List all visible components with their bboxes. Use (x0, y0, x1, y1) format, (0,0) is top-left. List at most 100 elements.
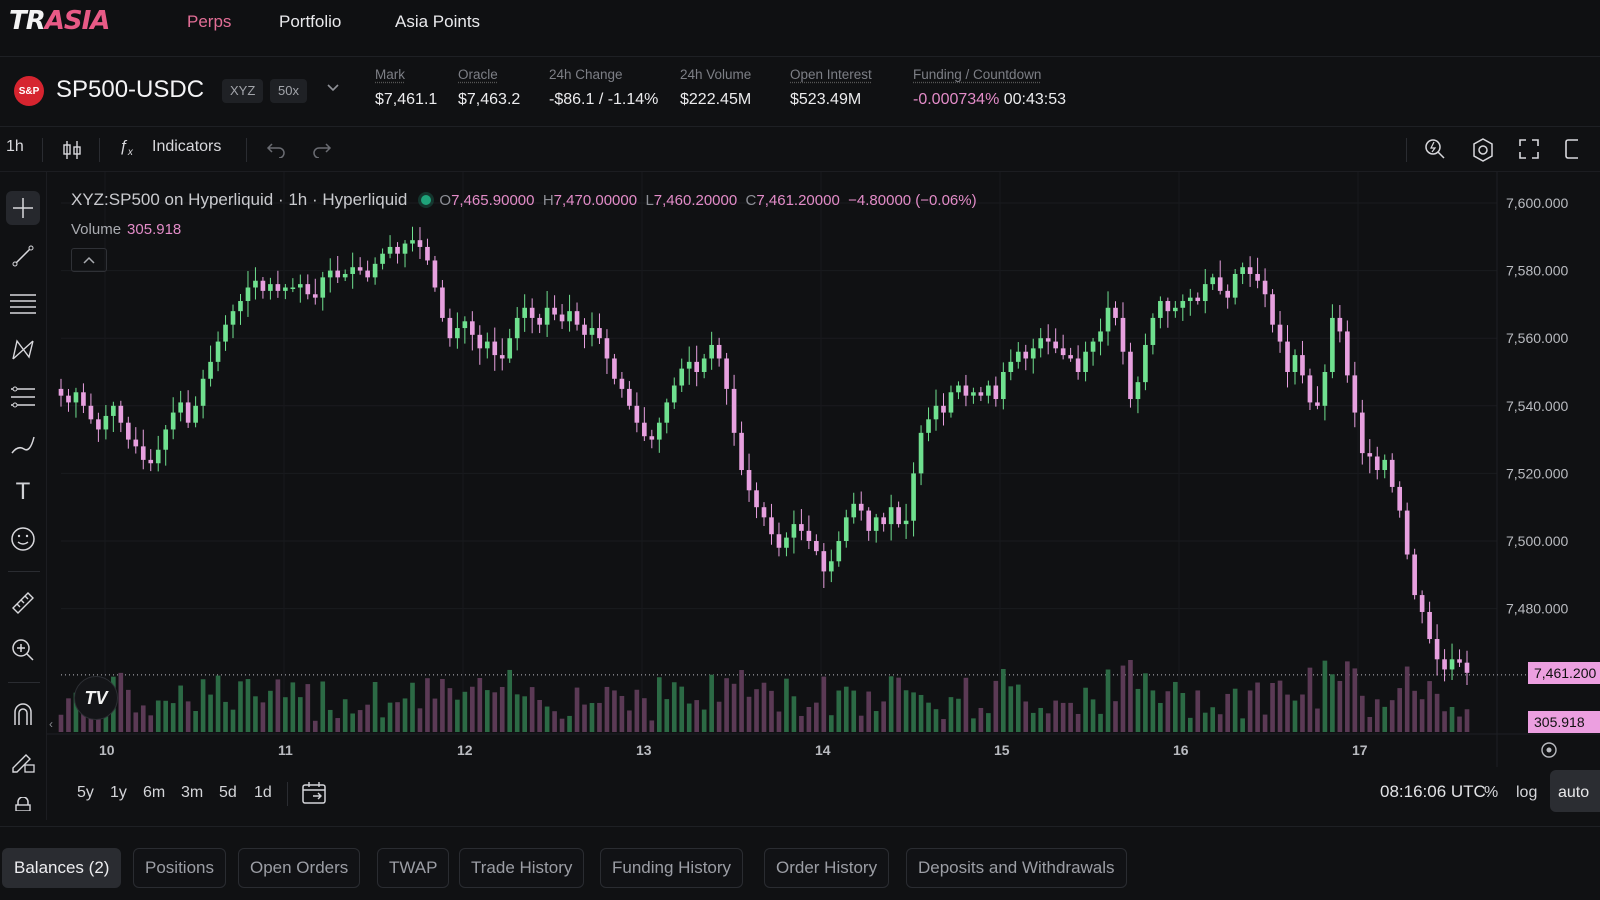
brand-logo[interactable]: TRASIA (9, 6, 110, 36)
tab-trade-history[interactable]: Trade History (459, 848, 585, 888)
emoji-icon[interactable] (6, 522, 40, 556)
tab-funding-history[interactable]: Funding History (600, 848, 744, 888)
candle-body (873, 517, 879, 531)
leverage-badge[interactable]: 50x (270, 79, 307, 103)
text-tool-icon[interactable]: T (15, 478, 31, 505)
candle-type-icon[interactable] (61, 139, 83, 166)
brush-icon[interactable] (6, 428, 40, 462)
percent-scale-button[interactable]: % (1484, 784, 1499, 801)
stat-mark-label[interactable]: Mark (375, 67, 405, 82)
volume-bar (1075, 713, 1081, 732)
volume-bar (492, 692, 498, 732)
volume-bar (118, 672, 124, 732)
quick-search-icon[interactable] (1423, 137, 1447, 166)
redo-icon[interactable] (312, 138, 332, 163)
undo-icon[interactable] (266, 138, 286, 163)
volume-bar (1427, 681, 1432, 732)
price-chart[interactable]: 7,600.000 7,580.000 7,560.000 7,540.000 7,52… (47, 172, 1600, 820)
volume-bar (1098, 713, 1103, 732)
candle-body (1337, 317, 1343, 332)
candle-body (1442, 659, 1447, 670)
volume-bar (903, 690, 909, 732)
top-nav: TRASIA Perps Portfolio Asia Points (0, 0, 1600, 57)
tab-twap[interactable]: TWAP (377, 848, 450, 888)
tradingview-logo[interactable]: TV (74, 676, 118, 720)
horizontal-lines-icon[interactable] (6, 286, 40, 320)
volume-bar (1315, 708, 1320, 732)
market-chevron-down-icon[interactable] (326, 81, 340, 96)
legend-title[interactable]: XYZ:SP500 on Hyperliquid · 1h · Hyperliq… (71, 190, 408, 209)
nav-asia-points[interactable]: Asia Points (395, 12, 481, 31)
candle-body (380, 253, 385, 264)
candle-body (1382, 459, 1388, 471)
range-5d[interactable]: 5d (219, 784, 237, 801)
candle-body (208, 361, 213, 379)
candle-body (58, 388, 64, 396)
volume-label[interactable]: Volume (71, 221, 122, 238)
x-axis-tick: 11 (278, 742, 293, 758)
volume-bar (1158, 702, 1163, 732)
interval-button[interactable]: 1h (6, 138, 24, 155)
stat-open-interest-label[interactable]: Open Interest (790, 67, 872, 82)
nav-portfolio[interactable]: Portfolio (279, 12, 342, 31)
ruler-icon[interactable] (6, 586, 40, 620)
nav-perps[interactable]: Perps (187, 12, 232, 31)
log-scale-button[interactable]: log (1516, 784, 1538, 801)
indicators-button[interactable]: Indicators (152, 138, 222, 155)
snapshot-icon[interactable] (1562, 138, 1581, 165)
magnet-icon[interactable] (6, 697, 40, 731)
trend-line-icon[interactable] (6, 239, 40, 273)
stat-oracle-label[interactable]: Oracle (458, 67, 498, 82)
auto-scale-button[interactable]: auto (1550, 770, 1600, 812)
volume-bar (1352, 668, 1358, 732)
volume-bar (312, 720, 318, 732)
candle-body (1277, 324, 1283, 342)
fullscreen-icon[interactable] (1518, 138, 1540, 165)
tab-deposits-withdrawals[interactable]: Deposits and Withdrawals (906, 848, 1127, 888)
market-symbol[interactable]: SP500-USDC (56, 76, 205, 103)
candle-body (656, 422, 662, 440)
volume-bar (193, 710, 198, 732)
stat-funding-label[interactable]: Funding / Countdown (913, 67, 1042, 82)
tab-balances[interactable]: Balances (2) (2, 848, 122, 888)
candle-body (739, 432, 744, 471)
candle-body (365, 270, 370, 278)
range-1y[interactable]: 1y (110, 784, 127, 801)
candlestick-chart-canvas[interactable]: 7,600.000 7,580.000 7,560.000 7,540.000 7,52… (47, 172, 1600, 820)
candle-body (275, 284, 281, 291)
zoom-in-icon[interactable] (6, 633, 40, 667)
candle-body (1457, 659, 1462, 663)
market-status-dot (421, 195, 432, 205)
range-6m[interactable]: 6m (143, 784, 166, 801)
candle-body (342, 273, 348, 278)
candle-body (1053, 341, 1058, 349)
volume-bar (784, 678, 789, 732)
tab-open-orders[interactable]: Open Orders (238, 848, 361, 888)
lock-drawings-icon[interactable] (6, 744, 40, 778)
utc-clock[interactable]: 08:16:06 UTC (1380, 782, 1486, 801)
volume-bar (896, 677, 901, 732)
volume-bar (103, 707, 109, 732)
settings-gear-icon[interactable] (1470, 137, 1496, 168)
collapse-legend-chevron-up-icon[interactable] (71, 248, 107, 272)
candle-body (290, 287, 296, 289)
range-1d[interactable]: 1d (254, 784, 272, 801)
crosshair-icon[interactable] (6, 191, 40, 225)
volume-bar (1277, 680, 1283, 732)
fib-retracement-icon[interactable] (6, 380, 40, 414)
toolbar-divider (8, 571, 40, 572)
indicators-fx-icon[interactable]: ƒx (119, 138, 133, 159)
toolbar-divider (99, 138, 100, 162)
lock-icon[interactable] (6, 790, 40, 818)
tab-order-history[interactable]: Order History (764, 848, 890, 888)
tab-positions[interactable]: Positions (133, 848, 226, 888)
pattern-icon[interactable] (6, 333, 40, 367)
range-5y[interactable]: 5y (77, 784, 94, 801)
candle-body (1374, 456, 1380, 471)
range-3m[interactable]: 3m (181, 784, 204, 801)
candle-body (627, 388, 632, 406)
volume-bar (627, 710, 632, 732)
volume-bar (1367, 716, 1373, 732)
volume-bar (1008, 686, 1014, 732)
go-to-date-calendar-icon[interactable] (301, 780, 327, 811)
